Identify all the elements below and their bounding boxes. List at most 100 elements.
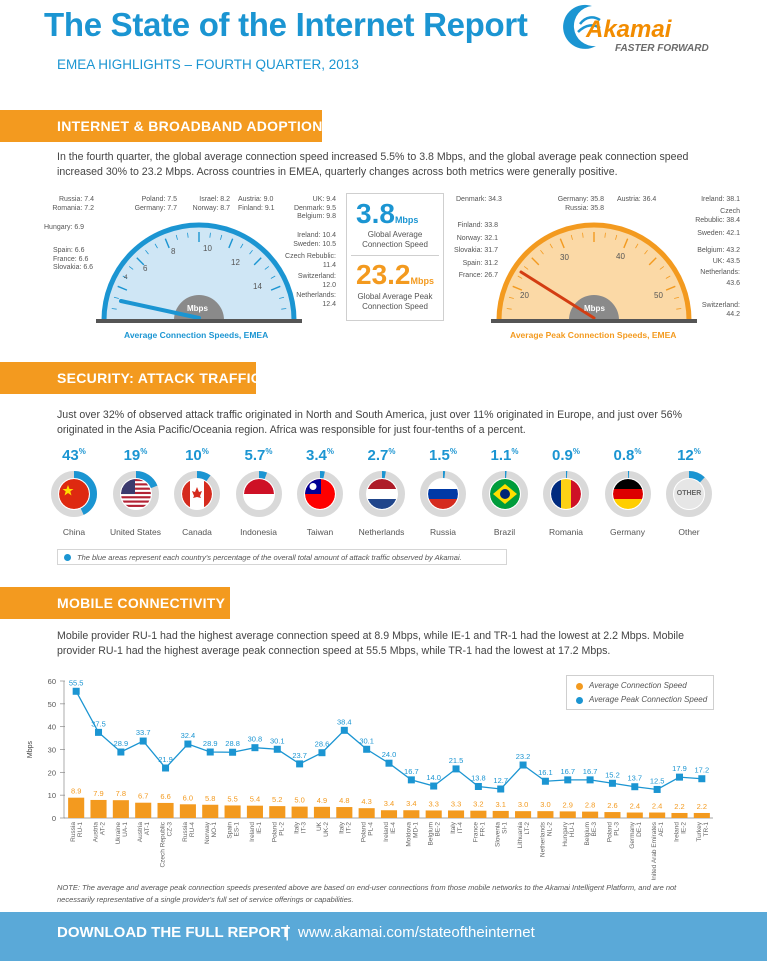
avg-speed-bar (425, 810, 442, 818)
x-tick-label: RussiaRU-1 (70, 822, 84, 842)
gauge-tick (665, 275, 671, 279)
attack-country-label: Other (678, 527, 700, 537)
peak-speed-data-label: 30.1 (359, 736, 374, 745)
attack-country-label: Netherlands (358, 527, 405, 537)
attack-donut-taiwan (297, 471, 343, 517)
avg-speed-bar (313, 806, 331, 818)
attack-pct-taiwan: 3.4% (306, 447, 334, 464)
label-spain-france-slovakia: Spain: 6.6 France: 6.6 Slovakia: 6.6 (53, 247, 94, 271)
avg-speed-bar (157, 802, 174, 818)
gauge-tick (648, 257, 657, 266)
attack-country-label: Taiwan (306, 527, 334, 537)
peak-speed-data-label: 38.4 (337, 717, 352, 726)
avg-speed-bar (492, 810, 509, 818)
x-tick-label: AustriaAT-2 (93, 822, 107, 843)
global-peak-number: 23.2 (356, 259, 411, 290)
download-report-label[interactable]: DOWNLOAD THE FULL REPORT (57, 924, 291, 941)
gauge-tick (549, 243, 553, 249)
logo-tagline: FASTER FORWARD (615, 43, 709, 54)
x-tick-label: IrelandIE-2 (673, 822, 687, 842)
gauge-tick (540, 249, 544, 255)
global-peak-unit: Mbps (410, 276, 435, 286)
section-heading-text: INTERNET & BROADBAND ADOPTION (57, 118, 323, 134)
avg-speed-data-label: 2.2 (697, 802, 707, 811)
label-ireland-peak: Ireland: 38.1 (701, 196, 740, 203)
label-uk-denmark-belgium: UK: 9.4 Denmark: 9.5 Belgium: 9.8 (293, 196, 336, 220)
gauge-tick (117, 285, 128, 291)
avg-speed-data-label: 2.6 (607, 801, 617, 810)
avg-tick-10: 10 (203, 244, 212, 253)
avg-speed-bar (336, 807, 353, 818)
report-url-link[interactable]: www.akamai.com/stateoftheinternet (298, 924, 535, 941)
peak-speed-data-label: 15.2 (605, 770, 620, 779)
peak-speed-data-label: 37.5 (91, 719, 106, 728)
gauge-tick (113, 296, 119, 299)
label-austria-finland: Austria: 9.0 Finland: 9.1 (238, 196, 275, 212)
x-tick-label: RussiaRU-4 (182, 822, 196, 842)
gauge-tick (674, 296, 680, 299)
avg-speed-data-label: 6.6 (160, 792, 170, 801)
peak-speed-data-label: 30.1 (270, 736, 285, 745)
x-tick-label: NetherlandsNL-2 (539, 821, 553, 857)
avg-speed-data-label: 3.0 (540, 800, 550, 809)
label-denmark: Denmark: 34.3 (456, 196, 502, 203)
avg-speed-bar (559, 811, 576, 818)
attack-country-label: Romania (548, 527, 584, 537)
x-tick-label: UKUK-2 (316, 821, 330, 836)
gauge-tick (676, 308, 682, 310)
gauge-tick (604, 232, 606, 238)
page-title: The State of the Internet Report (44, 6, 528, 43)
gauge-tick (508, 296, 514, 299)
peak-speed-point (385, 759, 393, 767)
peak-speed-data-label: 13.8 (471, 773, 486, 782)
label-switzerland-peak: Switzerland: 44.2 (701, 302, 740, 318)
gauge-tick (615, 234, 618, 240)
peak-speed-data-label: 17.9 (672, 764, 687, 773)
footer-separator: | (285, 922, 290, 941)
x-tick-label: SloveniaSI-1 (495, 822, 509, 847)
gauge-tick (531, 257, 540, 266)
gauge-tick (635, 243, 639, 249)
avg-tick-14: 14 (253, 282, 262, 291)
peak-speed-data-label: 28.9 (203, 739, 218, 748)
label-russia-romania: Russia: 7.4 Romania: 7.2 (52, 196, 94, 212)
peak-speed-data-label: 12.5 (650, 776, 665, 785)
avg-speed-data-label: 2.4 (652, 802, 662, 811)
peak-speed-point (184, 740, 192, 748)
x-tick-label: NorwayNO-1 (204, 821, 218, 844)
gauge-tick (228, 238, 234, 249)
peak-tick-50: 50 (654, 291, 663, 300)
avg-speed-data-label: 8.9 (71, 787, 81, 796)
gauge-tick (122, 275, 128, 279)
avg-speed-data-label: 4.9 (317, 796, 327, 805)
avg-speed-data-label: 2.8 (585, 801, 595, 810)
gauge-tick (164, 238, 170, 249)
avg-speed-data-label: 6.7 (138, 792, 148, 801)
label-czech: Czech Rebublic: 11.4 (285, 253, 336, 269)
peak-speed-point (430, 782, 438, 790)
x-tick-label: TurkeyTR-1 (696, 821, 710, 841)
security-note: The blue areas represent each country's … (57, 549, 507, 565)
avg-speed-bar (380, 810, 398, 818)
avg-speed-data-label: 7.8 (116, 789, 126, 798)
global-avg-unit: Mbps (394, 215, 419, 225)
gauge-tick (659, 266, 665, 270)
gauge-tick (253, 257, 262, 266)
peak-speed-data-label: 33.7 (136, 728, 151, 737)
page-subtitle: EMEA HIGHLIGHTS – FOURTH QUARTER, 2013 (57, 57, 359, 72)
peak-speed-data-label: 23.7 (292, 751, 307, 760)
gauge-tick (506, 308, 512, 310)
gauge-tick (665, 285, 676, 291)
avg-speed-bar (693, 812, 710, 818)
footer-bar[interactable]: DOWNLOAD THE FULL REPORT | www.akamai.co… (0, 912, 767, 961)
label-austria-peak: Austria: 36.4 (617, 196, 657, 203)
avg-tick-6: 6 (143, 264, 148, 273)
peak-speed-point (675, 773, 683, 781)
peak-speed-point (229, 748, 237, 756)
gauge-tick (220, 234, 223, 240)
global-avg-value: 3.8Mbps (356, 198, 418, 230)
avg-speed-bar (604, 812, 621, 818)
global-peak-label: Global Average Peak Connection Speed (357, 292, 433, 311)
attack-donut-united-states (112, 471, 159, 517)
peak-speed-point (72, 687, 80, 695)
